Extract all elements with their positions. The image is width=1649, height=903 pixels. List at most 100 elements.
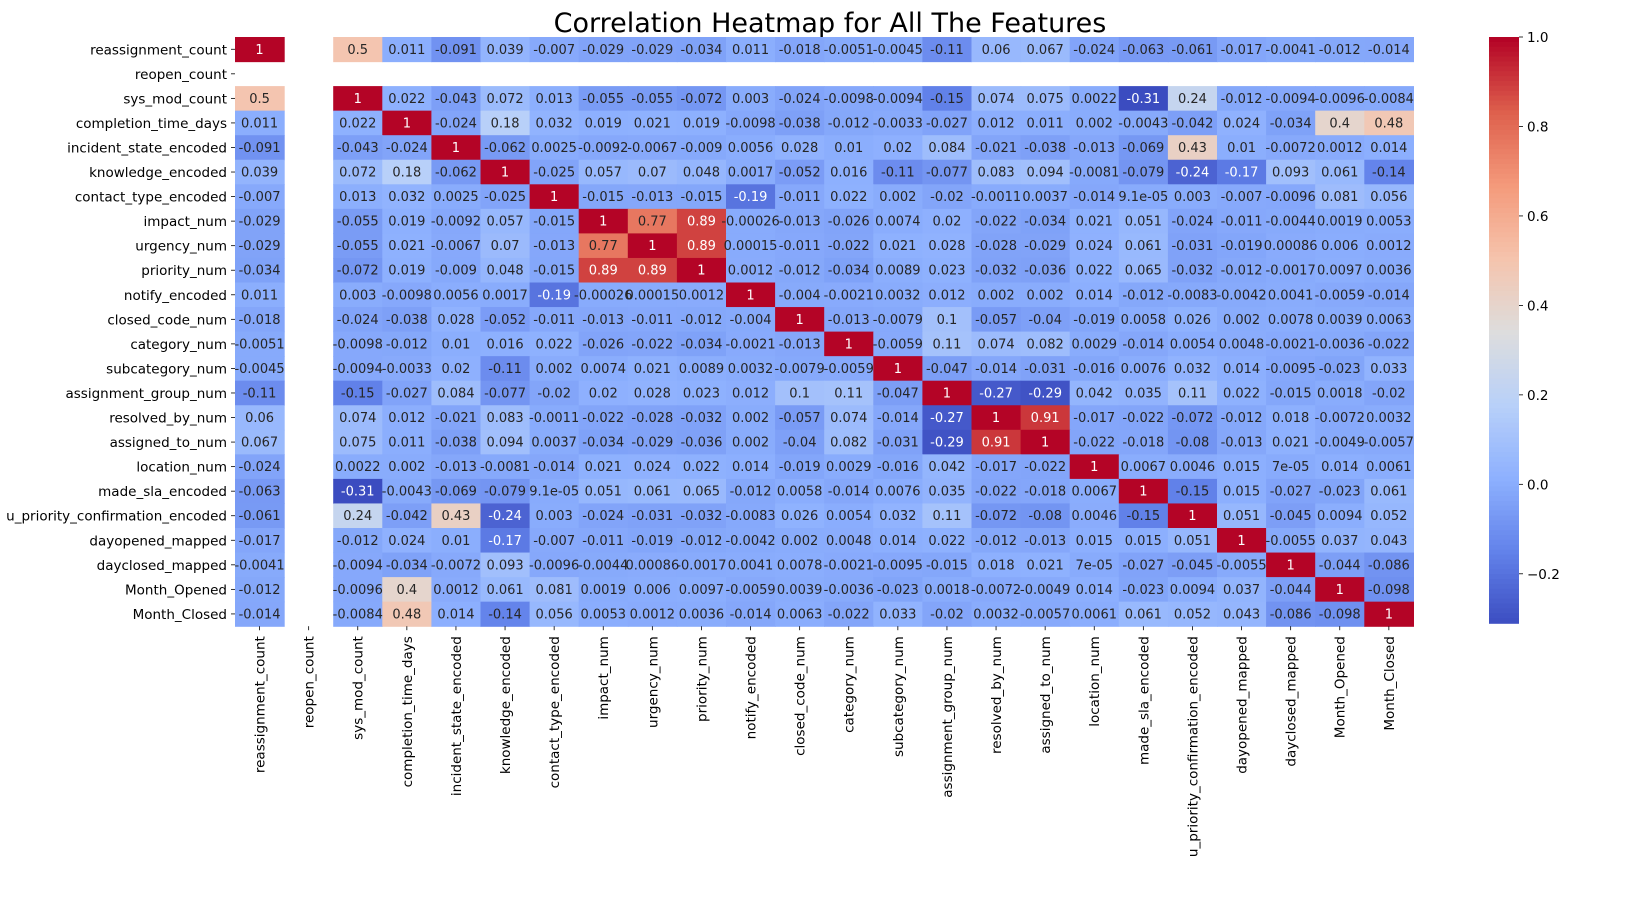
heatmap-cell [971, 601, 1022, 627]
heatmap-cell-label: -0.086 [1270, 607, 1312, 622]
heatmap-cell [1217, 503, 1267, 529]
heatmap-cell-label: -0.019 [779, 460, 821, 475]
colorbar-segment [1489, 315, 1519, 322]
heatmap-cell-label: 1 [894, 362, 902, 377]
heatmap-cell-label: -0.018 [779, 43, 821, 58]
heatmap-cell-label: 0.011 [241, 288, 278, 303]
heatmap-cell [1266, 503, 1316, 529]
heatmap-cell-label: 0.00015 [625, 288, 679, 303]
heatmap-cell-label: -0.014 [877, 411, 919, 426]
heatmap-cell [873, 577, 923, 603]
heatmap-cell [873, 454, 923, 480]
heatmap-cell-label: -0.034 [828, 264, 870, 279]
heatmap-cell [235, 429, 285, 455]
heatmap-cell [775, 184, 825, 210]
heatmap-cell [726, 307, 776, 333]
heatmap-cell-label: -0.062 [435, 166, 477, 181]
heatmap-cell [627, 528, 678, 554]
heatmap-cell [1118, 478, 1169, 505]
heatmap-cell [1364, 159, 1414, 185]
colorbar-segment [1489, 427, 1519, 434]
heatmap-cell [382, 159, 432, 185]
colorbar-segment [1489, 403, 1519, 409]
heatmap-cell-label: -0.0044 [578, 558, 628, 573]
heatmap-cell [431, 478, 482, 505]
heatmap-cell-label: 0.002 [1223, 313, 1260, 328]
colorbar-segment [1489, 95, 1519, 102]
colorbar-segment [1489, 178, 1519, 185]
heatmap-cell-label: 0.0061 [1366, 460, 1412, 475]
heatmap-cell [529, 135, 580, 161]
heatmap-cell [1266, 233, 1316, 259]
heatmap-cell-label: -0.025 [484, 190, 526, 205]
heatmap-cell-label: -0.019 [631, 534, 673, 549]
colorbar-segment [1489, 227, 1519, 234]
heatmap-cell [1315, 528, 1365, 554]
colorbar-segment [1489, 603, 1519, 610]
heatmap-cell-label: 0.48 [392, 607, 421, 622]
colorbar-segment [1489, 266, 1519, 273]
heatmap-cell-label: 0.018 [977, 558, 1014, 573]
heatmap-cell-label: 0.07 [491, 239, 520, 254]
colorbar-segment [1489, 579, 1519, 585]
heatmap-cell [922, 331, 973, 357]
heatmap-cell [529, 552, 580, 578]
heatmap-cell-label: 0.021 [1076, 215, 1113, 230]
heatmap-cell-label: -0.0059 [725, 583, 775, 598]
heatmap-cell-label: 0.0012 [433, 583, 479, 598]
heatmap-cell [873, 233, 923, 259]
heatmap-cell [578, 528, 629, 554]
heatmap-cell [1020, 208, 1071, 234]
heatmap-cell-label: -0.27 [979, 386, 1013, 401]
heatmap-cell-label: 0.015 [1076, 534, 1113, 549]
heatmap-cell-label: -0.0084 [333, 607, 383, 622]
heatmap-cell-label: -0.007 [239, 190, 281, 205]
heatmap-cell [922, 405, 973, 431]
heatmap-cell [235, 356, 285, 382]
colorbar-tick-label: 0.4 [1527, 298, 1548, 314]
colorbar-segment [1489, 383, 1519, 390]
heatmap-cell-label: 0.0041 [1268, 288, 1314, 303]
heatmap-cell [382, 478, 432, 505]
heatmap-cell-label: -0.079 [1122, 166, 1164, 181]
heatmap-cell-label: -0.055 [337, 215, 379, 230]
heatmap-cell-label: 0.11 [834, 386, 863, 401]
heatmap-cell-label: 0.023 [928, 264, 965, 279]
heatmap-cell-labels: 1 0.5 0.011 -0.091 0.039 -0.007 -0.029 -0.029 -0… [234, 43, 1413, 623]
heatmap-cell-label: 0.0012 [1317, 141, 1363, 156]
heatmap-cell [235, 528, 285, 554]
heatmap-cell-label: 0.11 [932, 337, 961, 352]
colorbar-segment [1489, 466, 1519, 473]
heatmap-cell [676, 380, 727, 406]
heatmap-cell-label: -0.0098 [824, 92, 874, 107]
heatmap-cell [1364, 331, 1414, 357]
heatmap-cell [824, 503, 874, 529]
heatmap-cell [873, 208, 923, 234]
heatmap-cell-label: 0.0018 [1317, 386, 1363, 401]
heatmap-cell-label: 1 [550, 190, 558, 205]
x-axis-tick-label: assignment_group_num [940, 636, 956, 798]
heatmap-cell-label: 0.033 [1370, 362, 1407, 377]
heatmap-cell [431, 552, 482, 578]
heatmap-cell [529, 478, 580, 505]
heatmap-cell-label: 0.015 [1223, 460, 1260, 475]
heatmap-cell [922, 503, 973, 529]
heatmap-cell-label: -0.027 [926, 116, 968, 131]
colorbar-tick-label: −0.2 [1527, 567, 1560, 583]
heatmap-cell [1118, 233, 1169, 259]
heatmap-cell [382, 233, 432, 259]
heatmap-cell [235, 184, 285, 210]
heatmap-cell [529, 331, 580, 357]
heatmap-cell [873, 135, 923, 161]
heatmap-cell [578, 331, 629, 357]
heatmap-cell [529, 208, 580, 234]
heatmap-cell [1069, 577, 1120, 603]
heatmap-cell-label: -0.0098 [725, 116, 775, 131]
heatmap-cell-label: 0.002 [977, 288, 1014, 303]
heatmap-cell [1020, 356, 1071, 382]
heatmap-cell [1118, 405, 1169, 431]
heatmap-cell [1266, 307, 1316, 333]
heatmap-cell [1217, 37, 1267, 63]
heatmap-cell-label: -0.0055 [1216, 558, 1266, 573]
heatmap-cell-label: 0.037 [1321, 534, 1358, 549]
